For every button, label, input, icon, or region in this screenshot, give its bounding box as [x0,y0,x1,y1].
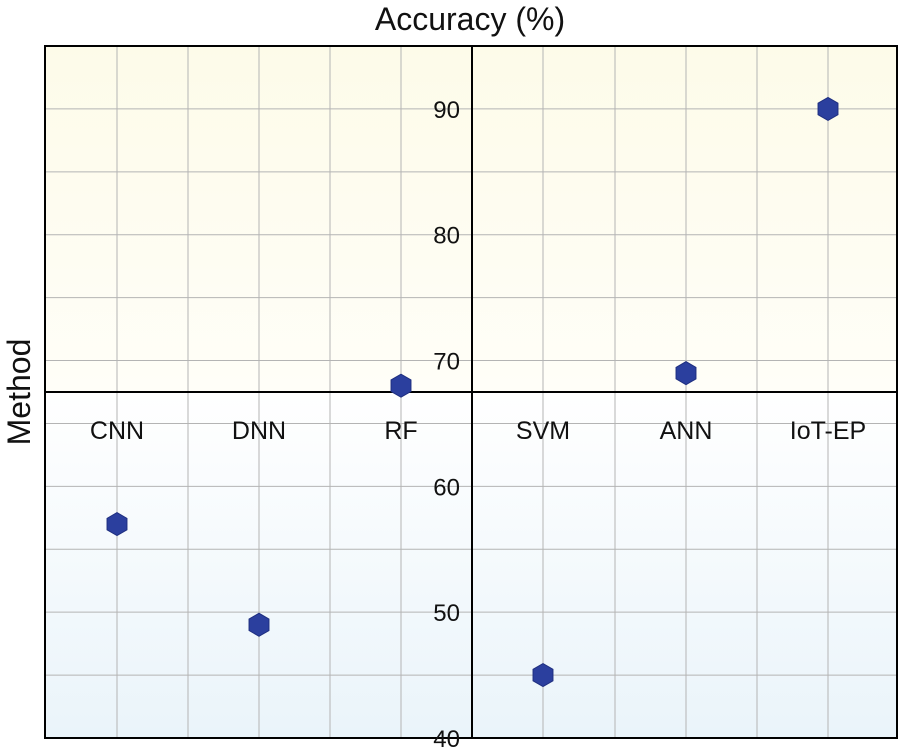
y-tick-label: 80 [433,223,460,250]
data-point [532,663,554,688]
data-point [817,96,839,121]
category-label: CNN [90,417,144,445]
axes [44,45,898,739]
y-tick-label: 50 [433,600,460,627]
category-label: RF [384,417,417,445]
category-label: DNN [232,417,286,445]
y-tick-label: 70 [433,349,460,376]
y-tick-label: 40 [433,726,460,749]
data-points [106,96,839,688]
y-axis-label: Method [1,339,37,446]
chart-title: Accuracy (%) [375,1,565,37]
category-label: ANN [660,417,713,445]
category-label: IoT-EP [790,417,866,445]
y-tick-labels: 40 50 60 70 80 90 [433,97,460,749]
data-point [248,612,270,637]
category-label: SVM [516,417,570,445]
category-labels: CNN DNN RF SVM ANN IoT-EP [90,417,866,445]
data-point [106,512,128,537]
data-point [675,361,697,386]
data-point [390,373,412,398]
y-tick-label: 90 [433,97,460,124]
y-tick-label: 60 [433,474,460,501]
